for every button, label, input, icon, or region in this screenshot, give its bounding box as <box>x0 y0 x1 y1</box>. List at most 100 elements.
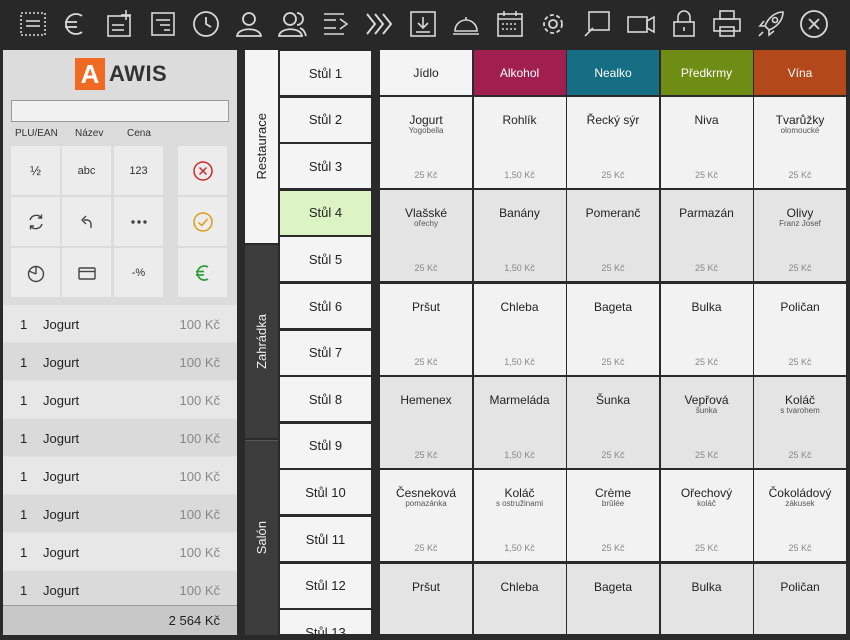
product-tile[interactable]: Vlašské ořechy 25 Kč <box>380 190 472 282</box>
category-tab[interactable]: Nealko <box>567 50 659 95</box>
product-tile[interactable]: Řecký sýr 25 Kč <box>567 97 659 188</box>
more-button[interactable] <box>114 197 163 246</box>
product-name: Čokoládový <box>768 486 832 501</box>
product-tile[interactable]: Rohlík 1,50 Kč <box>473 97 566 188</box>
product-tile[interactable]: Bageta 25 Kč <box>567 283 659 375</box>
abc-key[interactable]: abc <box>62 146 111 195</box>
plu-input[interactable] <box>11 100 229 122</box>
product-tile[interactable]: Pršut <box>380 563 472 634</box>
cancel-button[interactable] <box>178 146 227 195</box>
order-row[interactable]: 1 Jogurt 100 Kč <box>3 343 237 380</box>
printer-icon[interactable] <box>711 8 743 40</box>
discount-button[interactable]: -% <box>114 248 163 297</box>
order-row-name: Jogurt <box>43 507 80 522</box>
table-button[interactable]: Stůl 3 <box>280 144 371 189</box>
service-bell-icon[interactable] <box>450 8 482 40</box>
product-tile[interactable]: Ořechový koláč 25 Kč <box>660 470 753 562</box>
product-subtitle: zákusek <box>785 499 815 509</box>
product-tile[interactable]: Bageta <box>567 563 659 634</box>
numeric-key[interactable]: 123 <box>114 146 163 195</box>
product-name: Parmazán <box>679 206 734 221</box>
fast-forward-icon[interactable] <box>363 8 395 40</box>
product-tile[interactable]: Bulka 25 Kč <box>660 283 753 375</box>
euro-icon[interactable] <box>59 8 91 40</box>
order-row[interactable]: 1 Jogurt 100 Kč <box>3 495 237 532</box>
awis-logo: A AWIS <box>75 58 167 90</box>
document-icon[interactable] <box>147 8 179 40</box>
order-row[interactable]: 1 Jogurt 100 Kč <box>3 571 237 605</box>
category-tab[interactable]: Jídlo <box>380 50 472 95</box>
product-tile[interactable]: Hemenex 25 Kč <box>380 376 472 468</box>
product-name: Hemenex <box>400 392 452 407</box>
table-button[interactable]: Stůl 7 <box>280 330 371 375</box>
order-row-price: 100 Kč <box>179 545 220 560</box>
tab-zahradka[interactable]: Zahrádka <box>245 245 278 438</box>
close-icon[interactable] <box>798 8 830 40</box>
product-tile[interactable]: Vepřová šunka 25 Kč <box>660 376 753 468</box>
product-tile[interactable]: Marmeláda 1,50 Kč <box>473 376 566 468</box>
order-row[interactable]: 1 Jogurt 100 Kč <box>3 533 237 570</box>
product-tile[interactable]: Čokoládový zákusek 25 Kč <box>754 470 846 562</box>
order-row[interactable]: 1 Jogurt 100 Kč <box>3 381 237 418</box>
product-tile[interactable]: Šunka 25 Kč <box>567 376 659 468</box>
add-document-icon[interactable] <box>104 8 136 40</box>
user-icon[interactable] <box>233 8 265 40</box>
tab-restaurace[interactable]: Restaurace <box>245 50 278 243</box>
product-name: Vlašské <box>404 206 448 221</box>
product-tile[interactable]: Česneková pomazánka 25 Kč <box>380 470 472 562</box>
product-tile[interactable]: Pomeranč 25 Kč <box>567 190 659 282</box>
card-payment-button[interactable] <box>62 248 111 297</box>
half-key[interactable]: ½ <box>11 146 60 195</box>
order-row[interactable]: 1 Jogurt 100 Kč <box>3 457 237 494</box>
product-price: 25 Kč <box>601 356 625 367</box>
undo-button[interactable] <box>62 197 111 246</box>
users-icon[interactable] <box>276 8 308 40</box>
timer-button[interactable] <box>11 248 60 297</box>
receipt-list-icon[interactable] <box>17 8 49 40</box>
product-tile[interactable]: Chleba 1,50 Kč <box>473 283 566 375</box>
table-button[interactable]: Stůl 5 <box>280 237 371 282</box>
product-tile[interactable]: Tvarůžky olomoucké 25 Kč <box>754 97 846 188</box>
product-tile[interactable]: Niva 25 Kč <box>660 97 753 188</box>
camera-icon[interactable] <box>625 8 657 40</box>
product-tile[interactable]: Banány 1,50 Kč <box>473 190 566 282</box>
table-button[interactable]: Stůl 12 <box>280 563 371 608</box>
table-button[interactable]: Stůl 4 <box>280 190 371 235</box>
confirm-button[interactable] <box>178 197 227 246</box>
product-tile[interactable]: Parmazán 25 Kč <box>660 190 753 282</box>
product-tile[interactable]: Olivy Franz Josef 25 Kč <box>754 190 846 282</box>
calendar-icon[interactable] <box>494 8 526 40</box>
tab-salon[interactable]: Salón <box>245 440 278 635</box>
table-button[interactable]: Stůl 10 <box>280 470 371 515</box>
product-tile[interactable]: Jogurt Yogobella 25 Kč <box>380 97 472 188</box>
history-icon[interactable] <box>190 8 222 40</box>
table-button[interactable]: Stůl 2 <box>280 97 371 142</box>
lock-icon[interactable] <box>668 8 700 40</box>
table-button[interactable]: Stůl 8 <box>280 377 371 422</box>
product-tile[interactable]: Crème brûlée 25 Kč <box>567 470 659 562</box>
category-tab[interactable]: Předkrmy <box>660 50 753 95</box>
cash-payment-button[interactable] <box>178 248 227 297</box>
product-tile[interactable]: Pršut 25 Kč <box>380 283 472 375</box>
table-button[interactable]: Stůl 6 <box>280 284 371 328</box>
product-tile[interactable]: Poličan <box>754 563 846 634</box>
refresh-button[interactable] <box>11 197 60 246</box>
product-tile[interactable]: Poličan 25 Kč <box>754 283 846 375</box>
note-icon[interactable] <box>581 8 613 40</box>
product-tile[interactable]: Koláč s ostružinami 1,50 Kč <box>473 470 566 562</box>
table-button[interactable]: Stůl 1 <box>280 51 371 95</box>
product-tile[interactable]: Bulka <box>660 563 753 634</box>
rocket-icon[interactable] <box>755 8 787 40</box>
table-button[interactable]: Stůl 9 <box>280 423 371 468</box>
product-tile[interactable]: Koláč s tvarohem 25 Kč <box>754 376 846 468</box>
category-tab[interactable]: Alkohol <box>473 50 566 95</box>
gear-icon[interactable] <box>537 8 569 40</box>
order-row[interactable]: 1 Jogurt 100 Kč <box>3 305 237 342</box>
category-tab[interactable]: Vína <box>754 50 846 95</box>
download-icon[interactable] <box>407 8 439 40</box>
product-tile[interactable]: Chleba <box>473 563 566 634</box>
table-button[interactable]: Stůl 13 <box>280 610 371 634</box>
order-row[interactable]: 1 Jogurt 100 Kč <box>3 419 237 456</box>
table-button[interactable]: Stůl 11 <box>280 517 371 561</box>
transfer-icon[interactable] <box>320 8 352 40</box>
